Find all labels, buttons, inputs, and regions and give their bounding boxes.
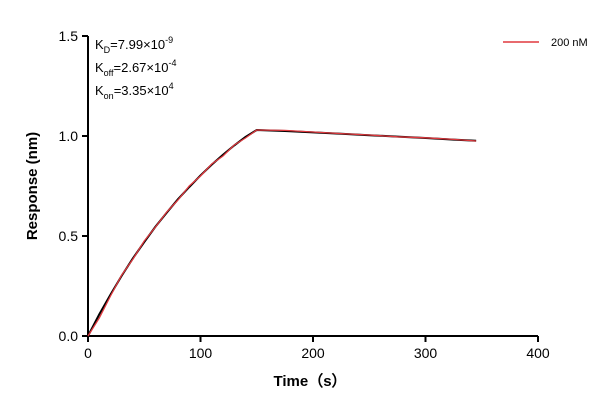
x-tick-label: 200 <box>301 345 325 361</box>
annotation-subscript: D <box>104 45 111 55</box>
series-line <box>87 128 477 337</box>
x-tick-label: 100 <box>189 345 213 361</box>
legend-label: 200 nM <box>551 37 588 49</box>
x-tick-label: 300 <box>414 345 438 361</box>
annotation-symbol: K <box>95 83 104 98</box>
x-tick-label: 0 <box>84 345 92 361</box>
annotation-symbol: K <box>95 37 104 52</box>
annotation-text: =7.99×10 <box>110 37 165 52</box>
y-tick-label: 0.0 <box>59 328 79 344</box>
x-tick-label: 400 <box>526 345 550 361</box>
annotation-symbol: K <box>95 60 104 75</box>
annotation: KD=7.99×10-9 <box>95 35 173 55</box>
y-tick-label: 1.0 <box>59 128 79 144</box>
annotation-subscript: on <box>104 91 114 101</box>
annotation-exponent: -9 <box>165 35 173 45</box>
y-axis-title: Response (nm) <box>24 132 41 240</box>
annotation-subscript: off <box>104 68 114 78</box>
annotation: Kon=3.35×104 <box>95 81 174 101</box>
x-axis-title: Time（s） <box>273 372 346 390</box>
series-line <box>87 129 477 337</box>
y-tick-label: 1.5 <box>59 28 79 44</box>
y-tick-label: 0.5 <box>59 228 79 244</box>
annotation-exponent: 4 <box>169 81 174 91</box>
annotation: Koff=2.67×10-4 <box>95 58 176 78</box>
annotation-exponent: -4 <box>168 58 176 68</box>
annotation-text: =2.67×10 <box>114 60 169 75</box>
annotation-text: =3.35×10 <box>114 83 169 98</box>
